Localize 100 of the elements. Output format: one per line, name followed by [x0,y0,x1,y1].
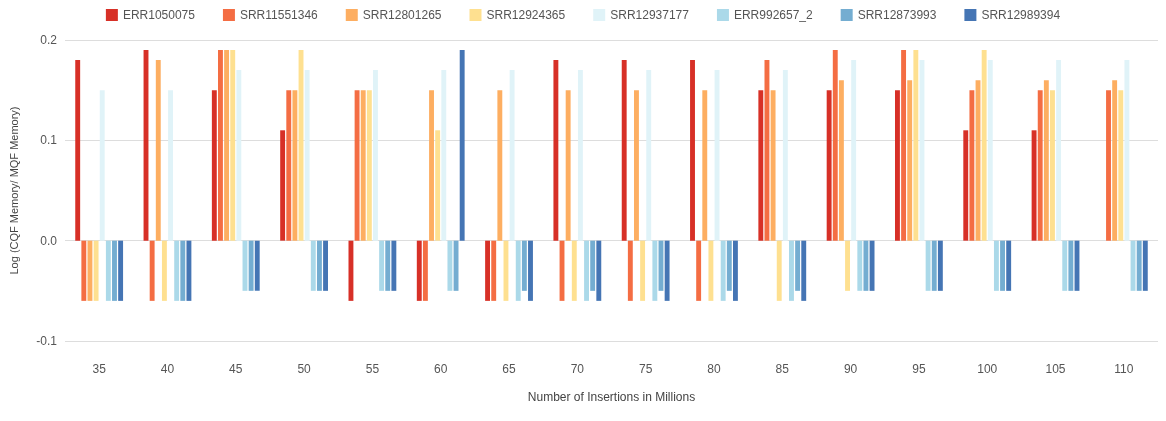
bar [571,240,577,301]
bar [553,60,559,241]
bar [869,240,875,291]
bar [1037,90,1043,241]
bar [360,90,366,241]
bar [895,90,900,241]
bar [248,240,254,291]
x-tick-label: 95 [912,362,926,376]
bar [118,240,124,301]
bar [416,240,422,301]
bar [565,90,571,241]
x-tick-label: 50 [297,362,312,376]
y-tick-label: 0.0 [40,233,58,248]
bar [99,90,105,241]
x-tick-label: 105 [1045,362,1066,376]
bar [385,240,391,291]
bar [180,240,186,301]
bar [987,60,993,241]
bar [459,50,465,241]
bar [720,240,726,301]
bar [280,130,286,241]
bar [224,50,230,241]
bar [770,90,776,241]
y-tick-label: 0.1 [40,133,58,148]
y-tick-label: 0.2 [40,33,58,47]
bar [1056,60,1062,241]
x-tick-label: 70 [570,362,585,376]
bar [348,240,354,301]
bar [75,60,81,241]
x-tick-label: 55 [365,362,380,376]
bar [702,90,708,241]
bar [515,240,521,301]
bar [690,60,695,241]
bar [1106,90,1111,241]
bar [832,50,838,241]
y-axis-title: Log (CQF Memory/ MQF Memory) [7,106,20,275]
x-tick-label: 75 [638,362,653,376]
bar [993,240,999,291]
bar [366,90,372,241]
bar [521,240,527,291]
bar [435,130,441,241]
bar [254,240,260,291]
bar [441,70,447,241]
bar [310,240,316,291]
x-tick-label: 65 [502,362,517,376]
bar [304,70,310,241]
bar [621,60,627,241]
legend-label: SRR12924365 [486,8,566,22]
bar [236,70,242,241]
bar [857,240,863,291]
bar [782,70,788,241]
bar [174,240,180,301]
bar [1124,60,1130,241]
x-tick-label: 40 [160,362,175,376]
bar [577,70,583,241]
bar [1031,130,1037,241]
bar [1062,240,1068,291]
x-tick-label: 60 [434,362,448,376]
bar [901,50,907,241]
bar [93,240,99,301]
bar [627,240,633,301]
bar [652,240,658,301]
bar [447,240,453,291]
x-tick-label: 100 [977,362,998,376]
legend-label: ERR1050075 [122,8,196,22]
bar [1118,90,1124,241]
bar [316,240,322,291]
bar [726,240,732,291]
x-tick-label: 90 [843,362,858,376]
bar [379,240,385,291]
bar [732,240,738,301]
bar [391,240,397,291]
bar [354,90,360,241]
bar [1000,240,1005,291]
bar [937,240,943,291]
bar [907,80,913,241]
legend-label: SRR12873993 [857,8,937,22]
bar [1006,240,1012,291]
x-axis-title: Number of Insertions in Millions [527,390,696,404]
bar [913,50,919,241]
bar [584,240,589,301]
bar [1050,90,1055,241]
bar [509,70,515,241]
bar [758,90,764,241]
bar [1043,80,1049,241]
legend-label: ERR992657_2 [733,8,813,22]
bar [640,240,646,301]
bar [1142,240,1148,291]
legend-label: SRR12801265 [362,8,442,22]
bar [789,240,794,301]
bar [845,240,850,291]
legend-label: SRR11551346 [239,8,319,22]
x-tick-label: 85 [775,362,790,376]
bar [838,80,844,241]
bar [155,60,161,241]
bar [634,90,639,241]
bar [708,240,714,301]
bar [1112,80,1118,241]
x-tick-label: 80 [707,362,721,376]
bar [664,240,670,301]
